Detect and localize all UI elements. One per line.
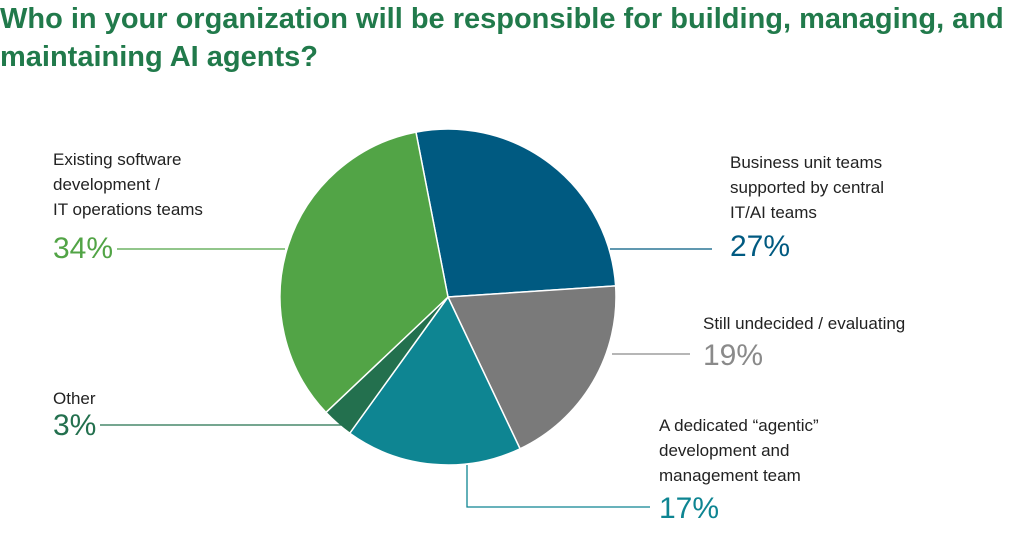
- slice-label: Still undecided / evaluating: [703, 314, 906, 333]
- pie-slice: [446, 285, 617, 450]
- slice-percent: 19%: [703, 339, 764, 372]
- slice-label: Other: [53, 389, 96, 408]
- slice-percent: 34%: [53, 232, 114, 265]
- slice-percent: 27%: [730, 230, 791, 263]
- slice-label: Business unit teams supported by central I…: [730, 153, 885, 222]
- pie-slice: [415, 128, 617, 298]
- slice-label: A dedicated “agentic” development and mana…: [659, 416, 819, 485]
- slice-percent: 3%: [53, 409, 97, 442]
- chart-title: Who in your organization will be respons…: [0, 3, 1004, 73]
- slice-percent: 17%: [659, 492, 720, 525]
- slice-label: Existing software development / IT operati…: [53, 150, 203, 219]
- pie-slice: [348, 295, 522, 466]
- leader-line: [466, 465, 650, 508]
- pie-slice: [279, 131, 449, 414]
